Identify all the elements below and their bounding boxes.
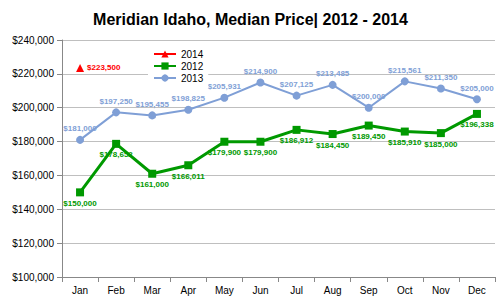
svg-text:$181,000: $181,000 [63, 124, 97, 133]
svg-text:$179,900: $179,900 [208, 148, 242, 157]
svg-text:$179,900: $179,900 [244, 148, 278, 157]
svg-text:Mar: Mar [144, 285, 162, 296]
svg-text:$185,910: $185,910 [388, 138, 422, 147]
svg-text:Oct: Oct [397, 285, 413, 296]
svg-text:Meridian Idaho, Median Price|: Meridian Idaho, Median Price| 2012 - 201… [93, 11, 408, 28]
svg-text:$207,125: $207,125 [280, 80, 314, 89]
svg-text:Jul: Jul [290, 285, 303, 296]
svg-text:$240,000: $240,000 [12, 35, 54, 46]
svg-text:Jun: Jun [252, 285, 268, 296]
svg-text:$215,561: $215,561 [388, 66, 422, 75]
svg-text:Apr: Apr [181, 285, 197, 296]
svg-text:Nov: Nov [432, 285, 450, 296]
svg-text:$195,455: $195,455 [136, 100, 170, 109]
svg-text:$161,000: $161,000 [136, 180, 170, 189]
svg-text:$166,011: $166,011 [172, 172, 205, 181]
svg-text:Jan: Jan [72, 285, 88, 296]
svg-text:$196,338: $196,338 [460, 120, 494, 129]
svg-text:$220,000: $220,000 [12, 68, 54, 79]
svg-text:Sep: Sep [360, 285, 378, 296]
svg-text:$185,000: $185,000 [424, 140, 458, 149]
svg-text:$100,000: $100,000 [12, 272, 54, 283]
svg-text:$184,450: $184,450 [316, 141, 350, 150]
svg-text:$189,450: $189,450 [352, 132, 386, 141]
svg-text:$197,250: $197,250 [99, 97, 133, 106]
svg-text:$186,912: $186,912 [280, 136, 314, 145]
svg-text:$214,900: $214,900 [244, 67, 278, 76]
svg-text:$150,000: $150,000 [63, 199, 97, 208]
svg-text:May: May [215, 285, 234, 296]
svg-text:Dec: Dec [468, 285, 486, 296]
svg-text:2012: 2012 [181, 61, 204, 72]
svg-text:2013: 2013 [181, 73, 204, 84]
svg-text:$205,000: $205,000 [460, 84, 494, 93]
svg-text:$160,000: $160,000 [12, 170, 54, 181]
svg-text:$200,000: $200,000 [352, 92, 386, 101]
svg-text:$211,350: $211,350 [424, 73, 457, 82]
svg-text:$140,000: $140,000 [12, 204, 54, 215]
svg-text:$213,485: $213,485 [316, 69, 350, 78]
svg-text:$180,000: $180,000 [12, 136, 54, 147]
svg-text:$120,000: $120,000 [12, 238, 54, 249]
svg-text:2014: 2014 [181, 49, 204, 60]
svg-text:Aug: Aug [324, 285, 342, 296]
svg-text:$200,000: $200,000 [12, 102, 54, 113]
svg-text:$205,931: $205,931 [208, 82, 242, 91]
svg-text:Feb: Feb [108, 285, 126, 296]
svg-text:$178,652: $178,652 [99, 150, 133, 159]
svg-text:$223,500: $223,500 [87, 63, 121, 72]
svg-text:$198,825: $198,825 [172, 94, 206, 103]
